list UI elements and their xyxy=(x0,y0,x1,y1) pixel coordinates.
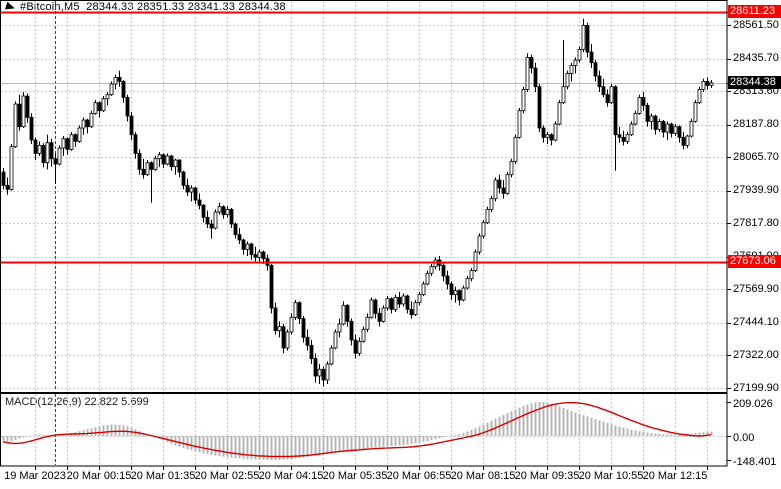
price-label: 27444.10 xyxy=(733,316,779,329)
grid xyxy=(1,1,726,465)
time-label: 19 Mar 2023 xyxy=(4,470,66,482)
macd-scale-label: 209.026 xyxy=(733,397,773,410)
resistance-price-tag: 28611.23 xyxy=(728,5,781,19)
price-label: 27322.00 xyxy=(733,348,779,361)
macd-scale-label: -148.401 xyxy=(733,456,777,469)
time-label: 20 Mar 12:15 xyxy=(642,470,708,482)
price-label: 28435.70 xyxy=(733,52,779,65)
price-label: 28561.50 xyxy=(733,18,779,31)
price-label: 27199.90 xyxy=(733,381,779,394)
price-label: 27569.90 xyxy=(733,282,779,295)
time-label: 20 Mar 00:15 xyxy=(66,470,132,482)
macd-panel-border xyxy=(0,393,728,467)
macd-histogram xyxy=(2,401,713,461)
time-axis[interactable]: 19 Mar 2023 20 Mar 00:15 20 Mar 01:35 20 Ma… xyxy=(0,467,781,489)
time-label: 20 Mar 10:55 xyxy=(578,470,644,482)
axis-ticks xyxy=(35,12,731,470)
time-label: 20 Mar 02:55 xyxy=(194,470,260,482)
macd-indicator-label: MACD(12,26,9) 22.822 5.699 xyxy=(5,396,149,408)
time-label: 20 Mar 05:35 xyxy=(322,470,388,482)
time-label: 20 Mar 06:55 xyxy=(386,470,452,482)
price-label: 27939.90 xyxy=(733,184,779,197)
time-label: 20 Mar 04:15 xyxy=(258,470,324,482)
main-panel-border xyxy=(0,0,728,393)
price-label: 28065.70 xyxy=(733,150,779,163)
time-label: 20 Mar 08:15 xyxy=(450,470,516,482)
horizontal-level-lines[interactable] xyxy=(0,11,727,264)
symbol-info: #Bitcoin,M5 28344.33 28351.33 28341.33 2… xyxy=(20,1,286,13)
price-label: 28187.80 xyxy=(733,118,779,131)
support-price-tag: 27673.06 xyxy=(728,255,781,269)
macd-scale-label: 0.00 xyxy=(733,432,755,444)
current-price-tag: 28344.38 xyxy=(728,76,781,90)
time-label: 20 Mar 01:35 xyxy=(130,470,196,482)
macd-signal-line xyxy=(2,401,712,458)
candlestick-series xyxy=(1,18,714,387)
price-axis[interactable]: 28561.50 28435.70 28313.60 28187.80 28065.70… xyxy=(727,0,781,469)
price-label: 27817.80 xyxy=(733,216,779,229)
time-label: 20 Mar 09:35 xyxy=(514,470,580,482)
